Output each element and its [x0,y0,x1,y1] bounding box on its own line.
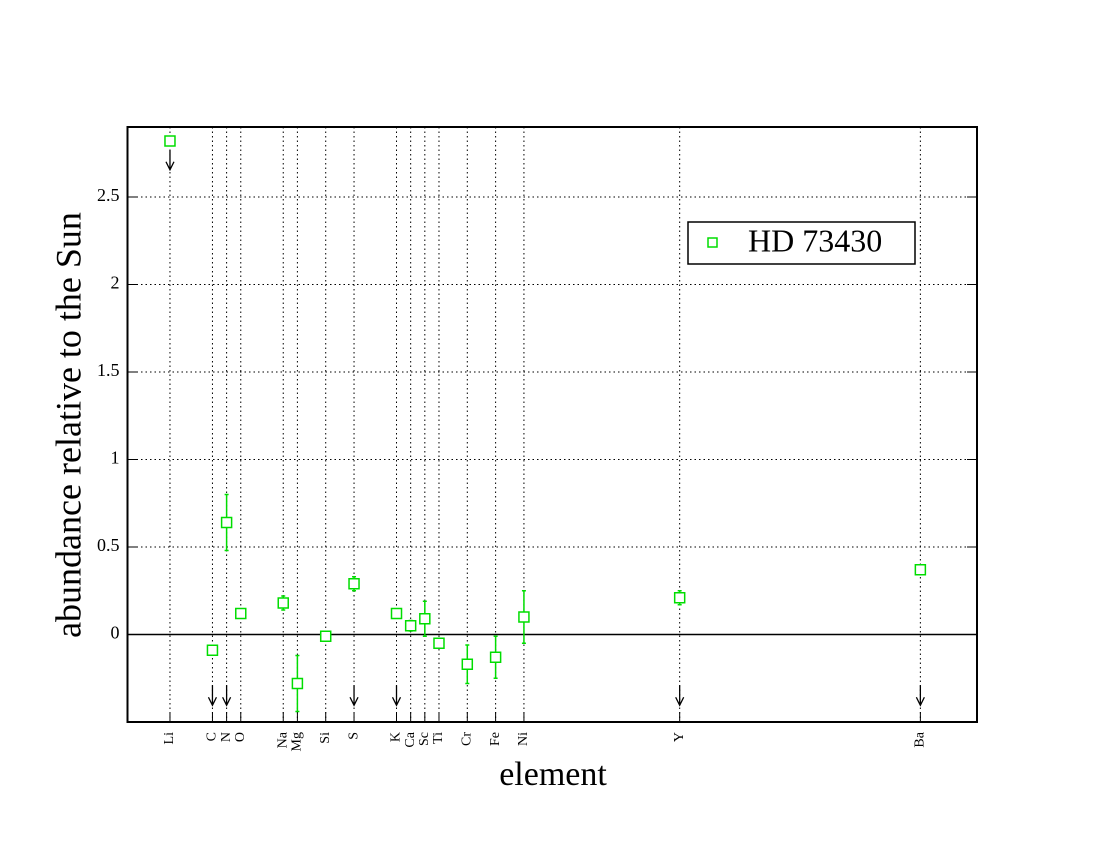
y-tick-label: 0.5 [97,535,120,555]
y-axis-label: abundance relative to the Sun [48,212,88,638]
limit-arrow [165,149,175,172]
x-tick-label: Li [162,732,177,745]
y-tick-label: 0 [111,623,120,643]
x-tick-label: K [389,732,404,742]
limit-arrow [207,685,218,707]
y-tick-label: 1 [111,448,120,468]
x-axis-label: element [499,756,607,793]
data-point [489,651,502,663]
data-point [914,564,927,576]
data-point [404,620,417,632]
data-point [319,630,332,642]
x-tick-label: Ni [516,732,531,746]
x-tick-label: S [346,732,361,740]
legend-label: HD 73430 [748,222,882,258]
data-point [518,611,530,623]
data-point [433,637,445,649]
data-point [673,592,686,604]
x-tick-label: Cr [460,732,475,746]
data-point [461,658,474,670]
limit-arrow [915,685,925,707]
x-tick-label: Na [275,731,290,748]
limit-arrow [349,685,359,707]
data-point [164,135,176,147]
data-point [277,597,289,609]
plot-frame [126,126,978,723]
limit-arrow [675,685,685,707]
data-point [291,677,304,690]
x-tick-label: Y [672,732,687,742]
x-tick-label: Sc [417,732,432,746]
legend-marker [707,237,718,248]
x-tick-label: O [233,732,248,742]
data-point [348,578,360,590]
x-tick-label: C [205,732,220,741]
data-point [390,607,403,620]
x-tick-label: Mg [290,732,305,751]
data-point [220,516,233,529]
data-point [419,613,431,625]
x-tick-label: N [219,732,234,742]
legend-box [687,221,916,265]
y-tick-label: 2.5 [97,185,120,205]
x-tick-label: Ti [431,732,446,744]
y-tick-label: 2 [111,273,120,293]
data-point [235,607,247,620]
x-tick-label: Ba [913,731,928,747]
x-tick-label: Fe [488,732,503,746]
x-tick-label: Ca [403,731,418,747]
limit-arrow [391,685,402,707]
y-tick-label: 1.5 [97,360,120,380]
limit-arrow [222,685,232,707]
x-tick-label: Si [318,732,333,744]
data-point [206,644,219,656]
